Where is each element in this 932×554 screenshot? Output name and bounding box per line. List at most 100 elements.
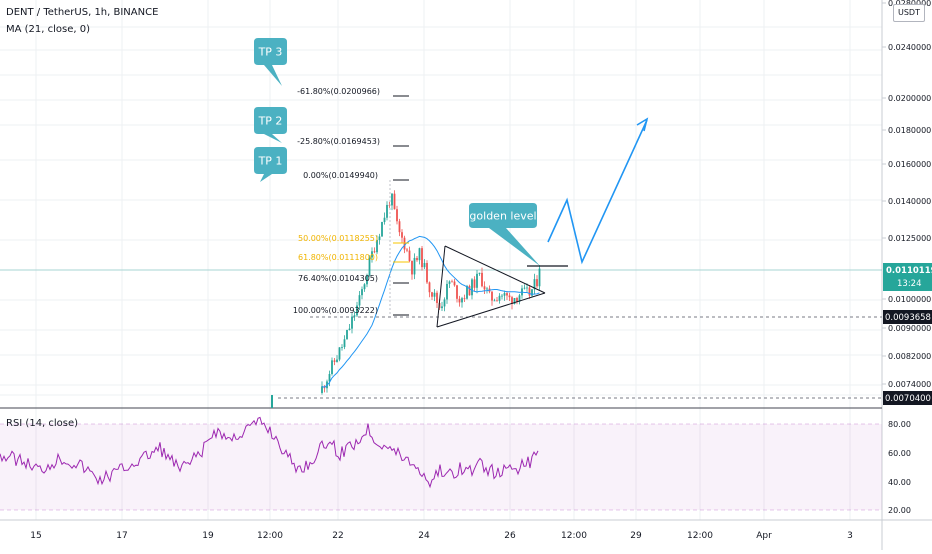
- time-tick-label-3: 12:00: [257, 531, 283, 541]
- fib-level-label-5: 76.40%(0.0104305): [298, 274, 378, 283]
- candle-body: [536, 279, 538, 287]
- fib-level-label-6: 100.00%(0.0093222): [293, 306, 378, 315]
- candle-body: [413, 257, 416, 275]
- fib-level-label-4: 61.80%(0.0111800): [298, 253, 378, 262]
- rsi-legend[interactable]: RSI (14, close): [6, 418, 79, 429]
- candle-body: [426, 263, 428, 283]
- candle-body: [493, 300, 496, 302]
- candle-body: [393, 193, 396, 210]
- candle-body: [378, 236, 381, 240]
- price-tick-label-3: 0.0180000: [888, 126, 931, 135]
- price-tick-label-9: 0.0082000: [888, 352, 931, 361]
- candle-body: [476, 273, 478, 288]
- ma-line: [321, 235, 540, 388]
- candle-body: [271, 395, 273, 408]
- candle-body: [408, 250, 411, 261]
- candle-body: [448, 281, 451, 284]
- price-marker-label-2: 0.0070400: [885, 394, 931, 404]
- candle-body: [471, 279, 473, 296]
- candle-body: [431, 292, 433, 297]
- candle-body: [478, 272, 481, 274]
- candle-body: [538, 268, 541, 287]
- candle-body: [508, 295, 511, 298]
- candle-body: [436, 292, 438, 304]
- rsi-band: [0, 424, 882, 510]
- candle-body: [416, 257, 418, 261]
- candle-body: [453, 281, 456, 286]
- candle-body: [333, 360, 336, 362]
- candle-body: [518, 295, 521, 302]
- candle-body: [456, 285, 458, 299]
- candle-body: [351, 316, 353, 329]
- price-marker-badge-1: [883, 310, 932, 324]
- tp3-callout-text: TP 3: [258, 46, 283, 59]
- candle-body: [406, 249, 408, 251]
- candle-body: [496, 300, 498, 302]
- currency-scale-button[interactable]: USDT: [893, 4, 925, 22]
- candle-body: [346, 329, 348, 340]
- candle-body: [428, 282, 431, 293]
- candle-body: [523, 287, 526, 289]
- candle-body: [446, 283, 448, 300]
- candle-body: [473, 279, 476, 288]
- price-tick-label-10: 0.0074000: [888, 380, 931, 389]
- fib-level-label-1: -25.80%(0.0169453): [297, 137, 380, 146]
- current-price-badge: [883, 263, 932, 291]
- triangle-lower-line: [436, 292, 546, 328]
- symbol-legend[interactable]: DENT / TetherUS, 1h, BINANCE: [6, 7, 159, 18]
- rsi-tick-label-2: 40.00: [888, 478, 911, 487]
- candle-body: [481, 272, 483, 287]
- candle-body: [531, 289, 533, 296]
- time-tick-label-5: 24: [418, 531, 430, 541]
- time-tick-label-4: 22: [332, 531, 343, 541]
- candle-body: [461, 298, 463, 303]
- time-tick-label-1: 17: [116, 531, 127, 541]
- tp1-callout-text: TP 1: [258, 155, 283, 168]
- candle-body: [358, 295, 361, 306]
- candle-body: [533, 279, 536, 290]
- ma-legend[interactable]: MA (21, close, 0): [6, 24, 91, 35]
- price-tick-label-5: 0.0140000: [888, 197, 931, 206]
- candle-body: [396, 209, 398, 222]
- candle-body: [353, 315, 356, 317]
- candle-body: [468, 285, 471, 296]
- golden-level-callout-bubble: [469, 203, 540, 266]
- candle-body: [343, 339, 346, 348]
- candle-body: [331, 360, 333, 375]
- tp1-callout-bubble: [254, 147, 287, 182]
- candle-body: [466, 285, 468, 299]
- candle-body: [336, 359, 338, 362]
- candle-body: [503, 293, 506, 296]
- triangle-base-line: [436, 245, 446, 328]
- triangle-upper-line: [444, 245, 546, 294]
- candle-body: [366, 275, 368, 285]
- fib-level-label-0: -61.80%(0.0200966): [297, 87, 380, 96]
- candle-body: [411, 260, 413, 275]
- candle-body: [491, 291, 493, 301]
- tp2-callout-text: TP 2: [258, 115, 283, 128]
- projection-path: [547, 119, 648, 265]
- candle-body: [451, 281, 453, 283]
- candle-body: [421, 248, 423, 268]
- candle-body: [433, 292, 436, 297]
- countdown-label: 13:24: [897, 279, 922, 289]
- tp2-callout-bubble: [254, 107, 287, 143]
- time-tick-label-11: 3: [847, 531, 853, 541]
- candle-body: [528, 287, 531, 296]
- current-price-label: 0.0110119: [886, 266, 932, 276]
- candle-body: [506, 293, 508, 296]
- price-tick-label-6: 0.0125000: [888, 234, 931, 243]
- golden-level-callout-text: golden level: [469, 210, 536, 223]
- candle-body: [513, 297, 516, 304]
- candle-body: [371, 251, 373, 258]
- candle-body: [328, 374, 331, 382]
- candle-body: [423, 263, 426, 268]
- time-tick-label-0: 15: [30, 531, 41, 541]
- candle-body: [511, 297, 513, 304]
- candle-body: [321, 386, 323, 393]
- candle-body: [501, 295, 503, 297]
- candle-body: [361, 289, 363, 296]
- rsi-line: [0, 416, 539, 489]
